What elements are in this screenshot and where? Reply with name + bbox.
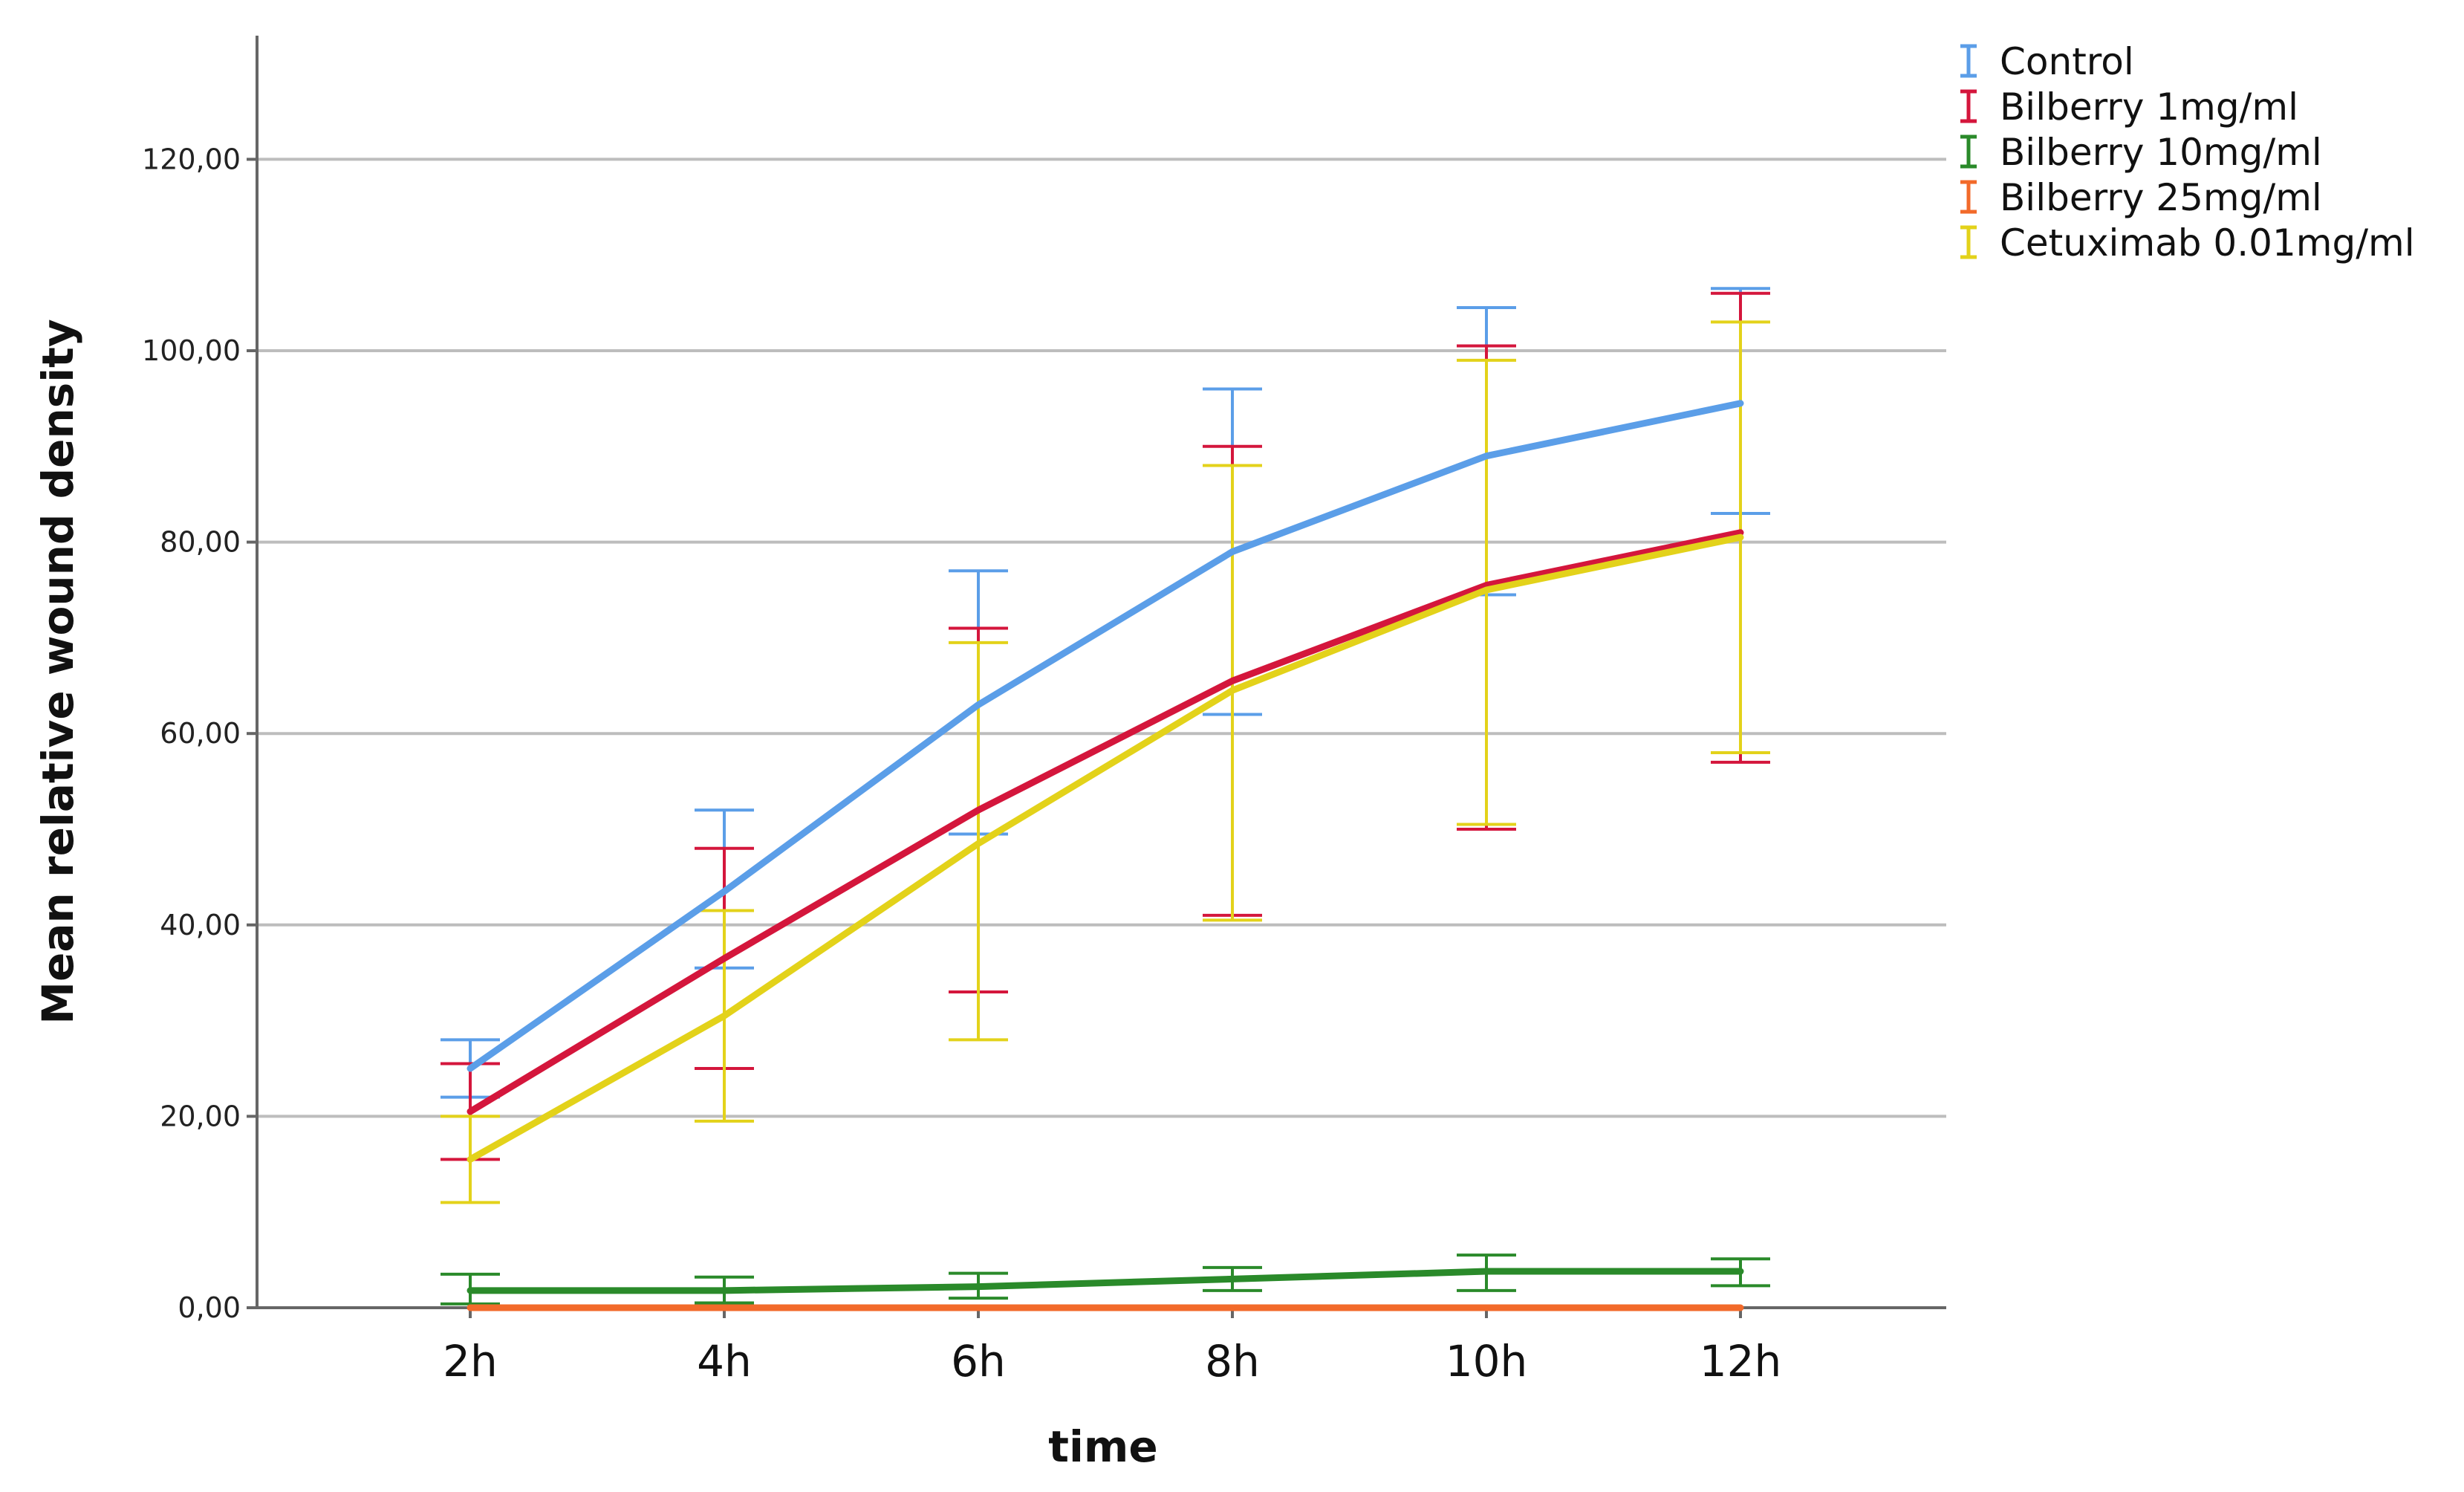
x-tick-label: 12h xyxy=(1700,1336,1782,1386)
legend-item: Bilberry 10mg/ml xyxy=(1960,131,2322,174)
y-tick-label: 20,00 xyxy=(160,1100,241,1132)
legend-label: Bilberry 1mg/ml xyxy=(2000,85,2298,129)
legend-label: Cetuximab 0.01mg/ml xyxy=(2000,221,2415,265)
legend-label: Control xyxy=(2000,40,2134,83)
error-bars xyxy=(441,1253,1770,1306)
legend-label: Bilberry 25mg/ml xyxy=(2000,176,2322,219)
series-line xyxy=(467,1268,1744,1294)
legend-label: Bilberry 10mg/ml xyxy=(2000,131,2322,174)
x-tick-labels: 2h 4h 6h 8h 10h 12h xyxy=(443,1308,1781,1386)
y-tick-label: 100,00 xyxy=(142,334,241,367)
x-tick-label: 2h xyxy=(443,1336,498,1386)
y-tick-labels: 0,00 20,00 40,00 60,00 80,00 100,00 120,00 xyxy=(142,143,241,1324)
series xyxy=(441,287,1770,1311)
legend-item: Cetuximab 0.01mg/ml xyxy=(1960,221,2415,265)
legend-item: Control xyxy=(1960,40,2134,83)
error-bars xyxy=(441,291,1770,1161)
error-bars xyxy=(441,320,1770,1204)
y-tick-label: 0,00 xyxy=(178,1291,241,1324)
x-axis-title: time xyxy=(1048,1421,1157,1472)
series-line xyxy=(467,400,1744,1072)
y-axis-title: Mean relative wound density xyxy=(33,319,83,1024)
error-bars xyxy=(441,287,1770,1099)
grid-lines xyxy=(247,158,1946,1309)
legend-item: Bilberry 1mg/ml xyxy=(1960,85,2298,129)
series-line xyxy=(467,529,1744,1115)
y-tick-label: 80,00 xyxy=(160,526,241,559)
y-tick-label: 120,00 xyxy=(142,143,241,175)
y-tick-label: 60,00 xyxy=(160,717,241,750)
x-tick-label: 6h xyxy=(951,1336,1006,1386)
x-tick-label: 10h xyxy=(1446,1336,1528,1386)
legend-item: Bilberry 25mg/ml xyxy=(1960,176,2322,219)
x-tick-label: 4h xyxy=(697,1336,752,1386)
x-tick-label: 8h xyxy=(1205,1336,1260,1386)
y-tick-label: 40,00 xyxy=(160,909,241,941)
series-line xyxy=(467,533,1744,1163)
